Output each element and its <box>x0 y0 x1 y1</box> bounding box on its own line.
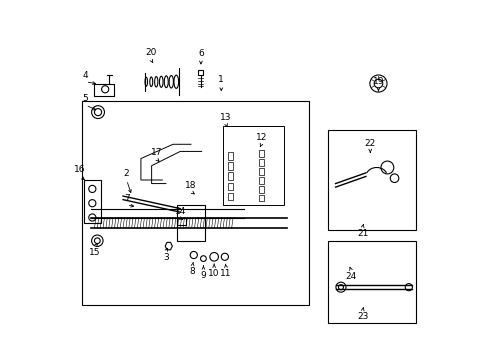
Text: 16: 16 <box>74 166 86 175</box>
Bar <box>228 183 232 190</box>
Text: 14: 14 <box>174 207 185 216</box>
Text: 15: 15 <box>89 248 101 257</box>
Text: 17: 17 <box>150 148 162 157</box>
Text: 6: 6 <box>198 49 203 58</box>
Text: 20: 20 <box>145 48 156 57</box>
Text: 11: 11 <box>220 269 231 278</box>
Bar <box>258 186 264 193</box>
Text: 22: 22 <box>364 139 375 148</box>
Bar <box>258 177 264 184</box>
Bar <box>328 241 415 323</box>
Text: 5: 5 <box>82 94 88 103</box>
Text: 7: 7 <box>123 194 129 203</box>
Text: 12: 12 <box>255 132 267 141</box>
Text: 9: 9 <box>200 270 206 279</box>
Text: 2: 2 <box>123 169 129 178</box>
Text: 1: 1 <box>218 76 224 85</box>
Bar <box>228 193 232 200</box>
Text: 19: 19 <box>372 77 384 86</box>
Bar <box>197 70 203 75</box>
Bar <box>228 153 232 159</box>
Text: 24: 24 <box>345 272 356 281</box>
Bar <box>258 168 264 175</box>
Text: 13: 13 <box>220 113 231 122</box>
Text: 10: 10 <box>208 269 220 278</box>
Text: 23: 23 <box>356 312 367 321</box>
Text: 3: 3 <box>163 253 168 262</box>
Text: 18: 18 <box>185 180 196 189</box>
Text: 21: 21 <box>356 229 367 238</box>
Text: 8: 8 <box>189 267 195 276</box>
Bar <box>258 150 264 157</box>
Bar <box>176 217 185 225</box>
Bar <box>228 172 232 180</box>
Bar <box>258 195 264 202</box>
Bar <box>228 162 232 170</box>
Bar <box>83 180 101 223</box>
Bar <box>176 205 205 241</box>
Bar <box>82 102 308 305</box>
Bar <box>258 159 264 166</box>
Bar <box>223 126 283 205</box>
Bar <box>328 130 415 230</box>
Text: 4: 4 <box>82 71 88 80</box>
